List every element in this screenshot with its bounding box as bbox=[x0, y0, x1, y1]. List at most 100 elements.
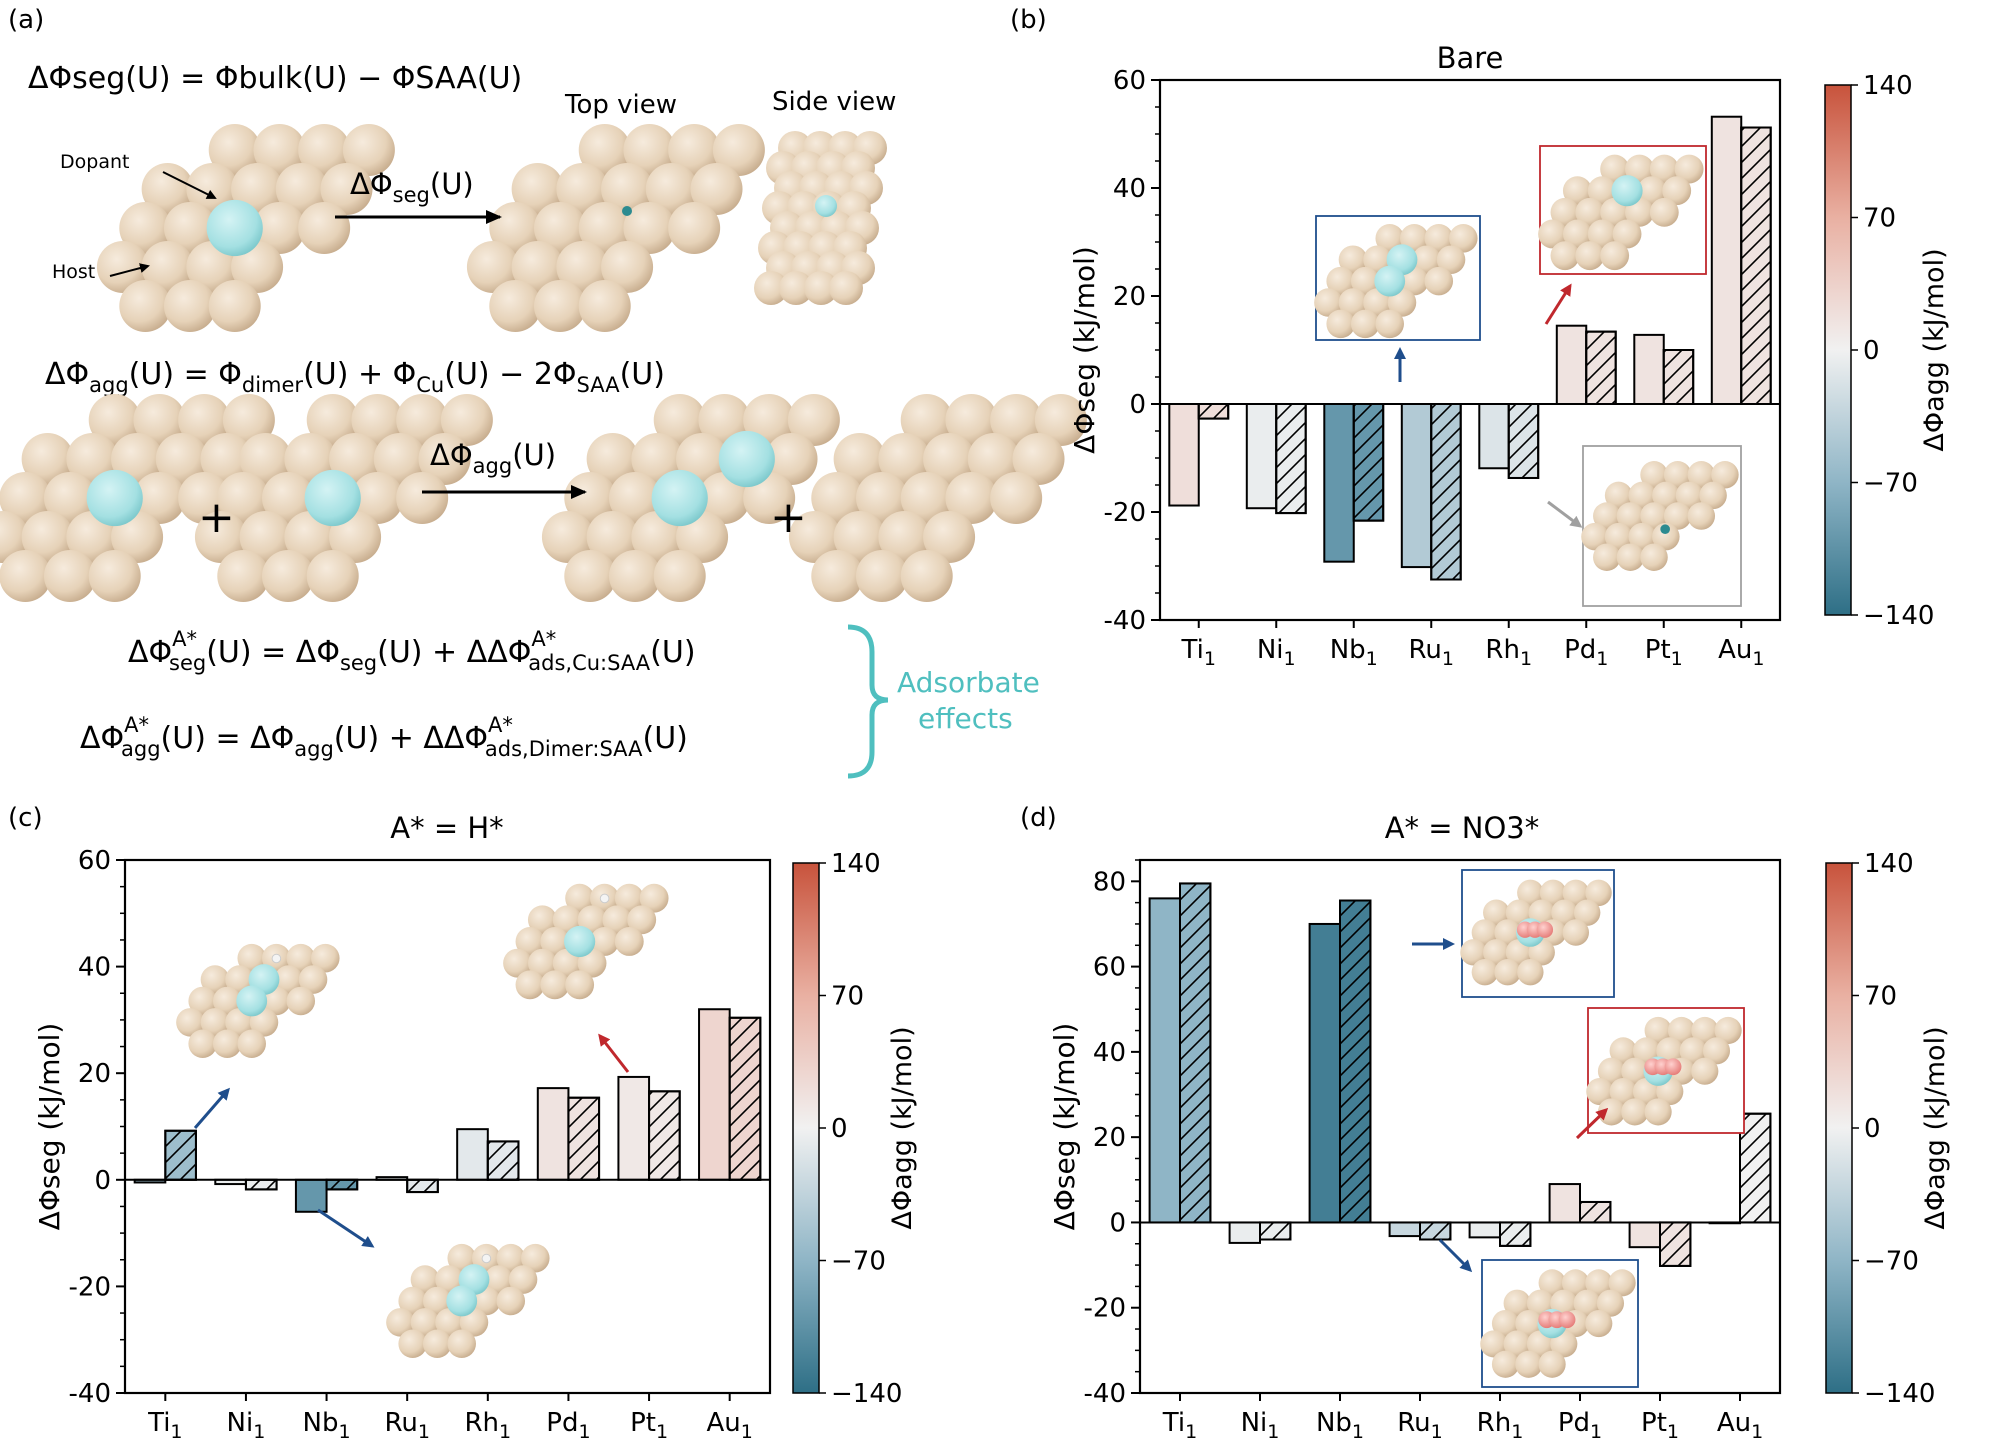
host-atom bbox=[1585, 1269, 1613, 1297]
colorbar-tick-label: 140 bbox=[1864, 849, 1914, 879]
host-atom bbox=[900, 550, 953, 602]
bar-hatch-overlay bbox=[728, 1016, 762, 1181]
bar-plain bbox=[1308, 922, 1341, 1224]
host-atom bbox=[1663, 461, 1692, 489]
host-atom bbox=[645, 163, 698, 215]
structure-inset bbox=[1581, 445, 1742, 607]
y-tick-label: 20 bbox=[1113, 282, 1146, 312]
host-atom bbox=[200, 1008, 230, 1037]
host-atom bbox=[1587, 219, 1617, 249]
bar-plain bbox=[1478, 403, 1510, 470]
host-atom bbox=[1517, 879, 1544, 907]
bar-hatch-overlay bbox=[1197, 403, 1230, 420]
host-atom bbox=[779, 271, 813, 305]
host-atom bbox=[239, 511, 292, 563]
bar-plain bbox=[1548, 1183, 1581, 1224]
host-atom bbox=[1593, 543, 1621, 571]
x-tick-label: Ni1 bbox=[1241, 1408, 1280, 1443]
structure-inset bbox=[503, 883, 669, 1000]
x-tick-label: Rh1 bbox=[464, 1408, 511, 1443]
bar-plain bbox=[536, 1087, 570, 1181]
host-atom bbox=[623, 202, 676, 254]
bar-hatch-overlay bbox=[1579, 1200, 1612, 1224]
host-atom bbox=[1604, 522, 1633, 551]
host-atom bbox=[1551, 899, 1578, 926]
host-atom bbox=[856, 550, 908, 602]
colorbar-label: ΔΦagg (kJ/mol) bbox=[1920, 1026, 1951, 1229]
colorbar-tick-label: 0 bbox=[1864, 1114, 1881, 1144]
host-atom bbox=[609, 550, 661, 602]
top-view-label: Top view bbox=[564, 90, 677, 120]
host-atom bbox=[1575, 197, 1605, 227]
host-atom bbox=[1640, 543, 1668, 571]
host-atom bbox=[1581, 522, 1609, 551]
host-atom bbox=[1597, 1057, 1626, 1085]
host-atom bbox=[188, 1029, 217, 1059]
host-atom bbox=[222, 394, 275, 446]
subsurface-dopant-atom bbox=[622, 206, 632, 216]
dopant-atom bbox=[718, 430, 775, 488]
host-atom bbox=[194, 511, 247, 563]
host-atom bbox=[155, 433, 208, 485]
y-tick-label: 40 bbox=[1093, 1038, 1126, 1068]
x-tick-label: Au1 bbox=[1717, 1408, 1763, 1443]
host-atom bbox=[1515, 1309, 1543, 1338]
host-atom bbox=[1483, 939, 1510, 966]
host-atom bbox=[1667, 1016, 1696, 1045]
host-atom bbox=[208, 280, 261, 332]
x-tick-label: Ti1 bbox=[1162, 1408, 1197, 1443]
host-atom bbox=[1691, 1016, 1719, 1045]
x-tick-label: Au1 bbox=[707, 1408, 753, 1443]
ads-agg-equation: ΔΦA* agg(U) = ΔΦagg(U) + ΔΔΦA* ads,Dimer:S… bbox=[80, 713, 688, 761]
host-atom bbox=[565, 883, 595, 913]
hydrogen-atom bbox=[481, 1253, 492, 1264]
host-atom bbox=[1034, 394, 1087, 446]
agg-equation: ΔΦagg(U) = Φdimer(U) + ΦCu(U) − 2ΦSAA(U) bbox=[45, 357, 665, 397]
host-atom bbox=[534, 280, 586, 332]
host-atom bbox=[217, 550, 270, 602]
host-atom bbox=[1460, 939, 1487, 966]
host-atom bbox=[586, 511, 639, 563]
host-atom bbox=[298, 124, 351, 176]
host-atom bbox=[253, 124, 306, 176]
x-tick-label: Rh1 bbox=[1477, 1408, 1524, 1443]
colorbar-tick-label: 0 bbox=[1863, 336, 1880, 366]
inset-pointer-arrow bbox=[1438, 1238, 1473, 1273]
host-atom bbox=[1449, 224, 1478, 253]
bar-plain bbox=[1168, 403, 1200, 507]
slab-saa-2 bbox=[194, 394, 493, 602]
host-atom bbox=[208, 124, 261, 176]
colorbar-tick-label: −140 bbox=[1863, 601, 1934, 631]
dopant-atom bbox=[304, 469, 361, 527]
host-atom bbox=[306, 550, 359, 602]
host-atom bbox=[262, 472, 314, 524]
host-atom bbox=[351, 472, 404, 524]
y-tick-label: 60 bbox=[1093, 953, 1126, 983]
host-atom bbox=[990, 472, 1043, 524]
host-atom bbox=[274, 965, 303, 994]
host-atom bbox=[1562, 879, 1590, 907]
host-atom bbox=[923, 511, 976, 563]
host-atom bbox=[1424, 266, 1454, 296]
chart-title: A* = NO3* bbox=[1385, 811, 1540, 845]
bar-plain bbox=[1628, 1221, 1661, 1249]
dopant-atom bbox=[446, 1285, 478, 1317]
host-atom bbox=[489, 280, 542, 332]
y-axis-label: ΔΦseg (kJ/mol) bbox=[1068, 246, 1101, 454]
colorbar-label: ΔΦagg (kJ/mol) bbox=[1919, 248, 1950, 451]
host-atom bbox=[1562, 919, 1590, 946]
host-atom bbox=[788, 511, 841, 563]
host-atom bbox=[298, 202, 351, 254]
bar-hatch-overlay bbox=[164, 1129, 197, 1181]
host-atom bbox=[1687, 502, 1716, 530]
host-atom bbox=[164, 202, 216, 254]
structure-inset bbox=[1460, 869, 1615, 998]
x-tick-label: Ni1 bbox=[1257, 635, 1296, 670]
host-atom bbox=[668, 124, 721, 176]
host-atom bbox=[306, 394, 359, 446]
panel-label-d: (d) bbox=[1020, 803, 1057, 833]
host-atom bbox=[1600, 241, 1630, 271]
adsorbate-effects-line1: Adsorbate bbox=[897, 666, 1040, 699]
host-atom bbox=[373, 433, 426, 485]
colorbar-tick-label: 70 bbox=[1863, 204, 1896, 234]
